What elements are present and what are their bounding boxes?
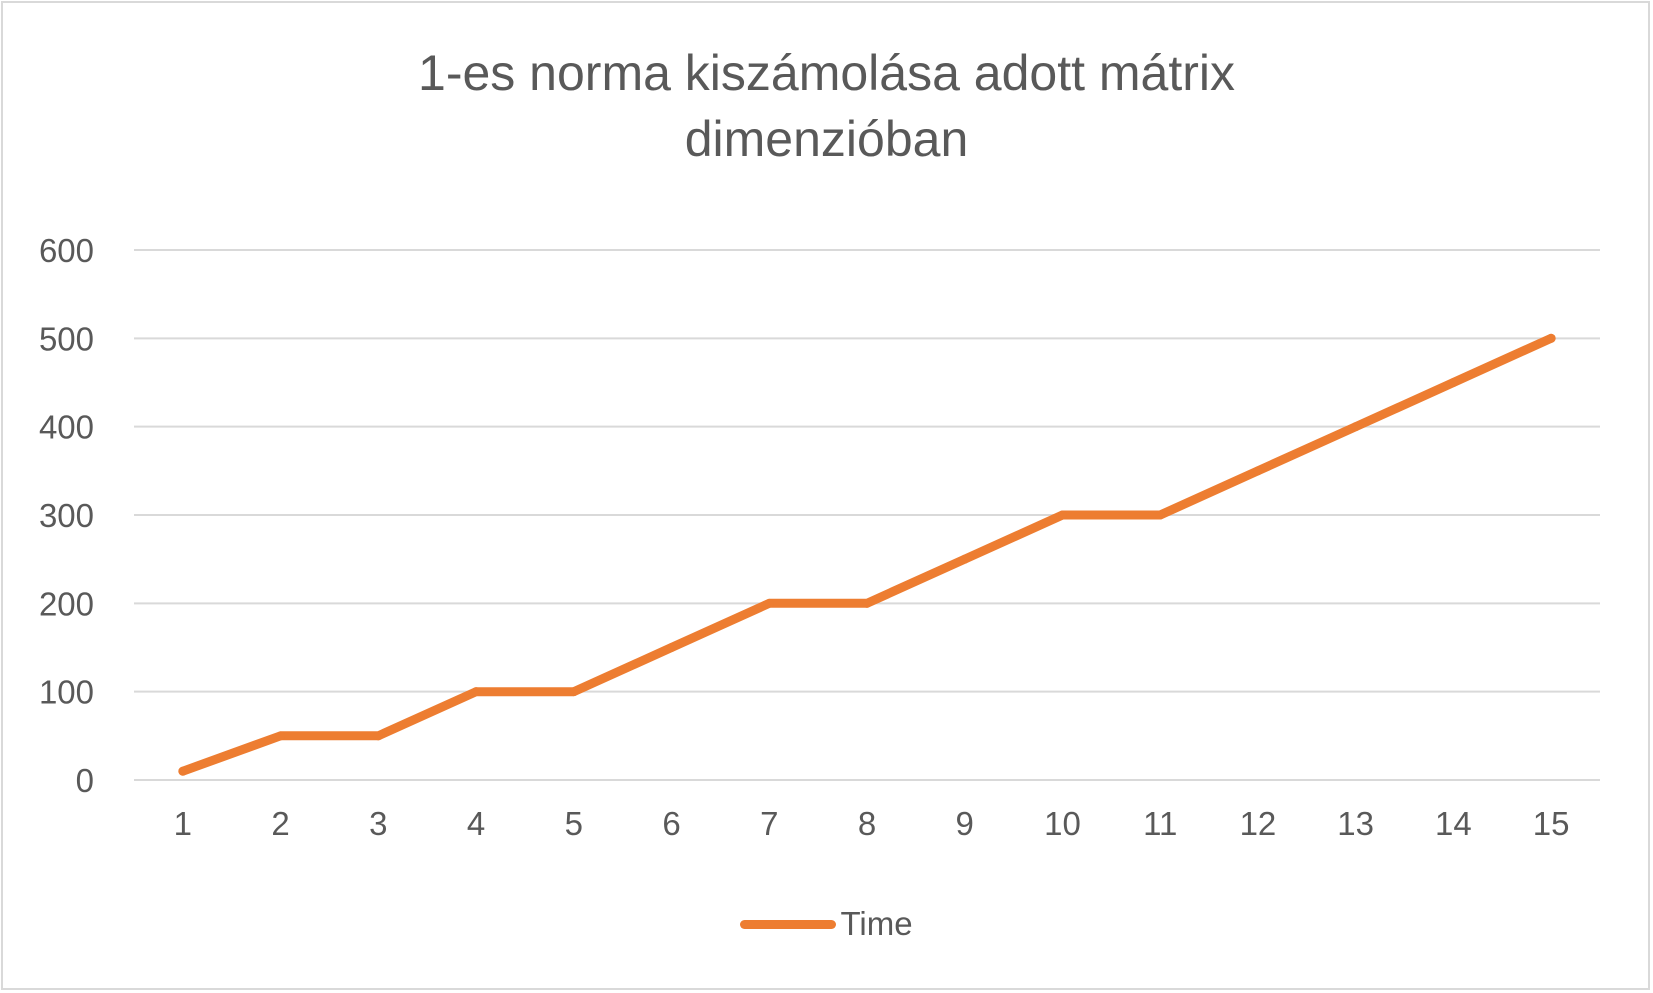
data-point <box>1351 422 1361 432</box>
data-point <box>960 554 970 564</box>
x-tick-label: 5 <box>565 805 583 842</box>
series-line-time <box>178 333 1556 776</box>
chart-title-line-1: 1-es norma kiszámolása adott mátrix <box>418 45 1235 101</box>
x-tick-label: 13 <box>1337 805 1374 842</box>
data-point <box>1155 510 1165 520</box>
data-point <box>1253 466 1263 476</box>
legend-swatch-time <box>740 919 837 929</box>
data-point <box>1057 510 1067 520</box>
legend: Time <box>0 905 1653 943</box>
y-tick-label: 500 <box>39 320 94 357</box>
data-point <box>276 731 286 741</box>
data-point <box>471 687 481 697</box>
data-point <box>862 598 872 608</box>
x-tick-label: 2 <box>271 805 289 842</box>
x-tick-label: 10 <box>1044 805 1081 842</box>
y-tick-label: 200 <box>39 585 94 622</box>
x-tick-label: 7 <box>760 805 778 842</box>
x-tick-label: 14 <box>1435 805 1472 842</box>
x-tick-label: 11 <box>1143 805 1177 842</box>
legend-label-time: Time <box>840 905 913 942</box>
data-point <box>569 687 579 697</box>
data-point <box>667 643 677 652</box>
y-tick-label: 100 <box>39 674 94 711</box>
y-tick-label: 600 <box>39 232 94 269</box>
chart-title-line-2: dimenzióban <box>684 111 969 167</box>
x-tick-label: 4 <box>467 805 485 842</box>
x-tick-label: 8 <box>858 805 876 842</box>
x-tick-label: 6 <box>662 805 680 842</box>
x-tick-label: 12 <box>1240 805 1277 842</box>
x-tick-label: 3 <box>369 805 387 842</box>
data-point <box>1448 378 1458 387</box>
y-tick-label: 0 <box>76 762 94 799</box>
chart-title: 1-es norma kiszámolása adott mátrix dime… <box>0 40 1653 172</box>
y-tick-label: 300 <box>39 497 94 534</box>
data-point <box>373 731 383 741</box>
x-tick-label: 9 <box>956 805 974 842</box>
data-point <box>1546 333 1556 343</box>
data-point <box>764 598 774 608</box>
x-tick-label: 1 <box>174 805 192 842</box>
y-tick-label: 400 <box>39 409 94 446</box>
data-point <box>178 766 188 776</box>
x-tick-label: 15 <box>1533 805 1570 842</box>
